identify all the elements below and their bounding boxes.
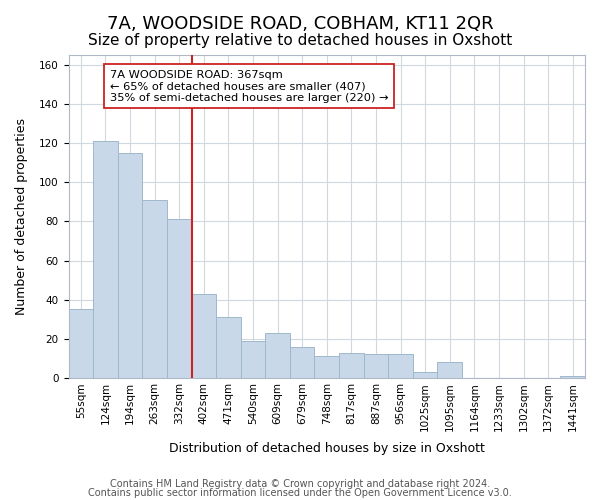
Bar <box>560 376 585 378</box>
Bar <box>93 141 118 378</box>
Text: 7A WOODSIDE ROAD: 367sqm
← 65% of detached houses are smaller (407)
35% of semi-: 7A WOODSIDE ROAD: 367sqm ← 65% of detach… <box>110 70 388 102</box>
Text: Contains public sector information licensed under the Open Government Licence v3: Contains public sector information licen… <box>88 488 512 498</box>
Bar <box>68 310 93 378</box>
Bar <box>216 318 241 378</box>
Bar <box>118 153 142 378</box>
X-axis label: Distribution of detached houses by size in Oxshott: Distribution of detached houses by size … <box>169 442 485 455</box>
Bar <box>290 346 314 378</box>
Bar <box>339 352 364 378</box>
Bar <box>142 200 167 378</box>
Bar <box>191 294 216 378</box>
Bar <box>388 354 413 378</box>
Text: Contains HM Land Registry data © Crown copyright and database right 2024.: Contains HM Land Registry data © Crown c… <box>110 479 490 489</box>
Bar <box>364 354 388 378</box>
Bar <box>413 372 437 378</box>
Text: 7A, WOODSIDE ROAD, COBHAM, KT11 2QR: 7A, WOODSIDE ROAD, COBHAM, KT11 2QR <box>107 15 493 33</box>
Y-axis label: Number of detached properties: Number of detached properties <box>15 118 28 315</box>
Bar <box>314 356 339 378</box>
Bar <box>437 362 462 378</box>
Bar <box>241 341 265 378</box>
Bar <box>167 220 191 378</box>
Bar <box>265 333 290 378</box>
Text: Size of property relative to detached houses in Oxshott: Size of property relative to detached ho… <box>88 32 512 48</box>
